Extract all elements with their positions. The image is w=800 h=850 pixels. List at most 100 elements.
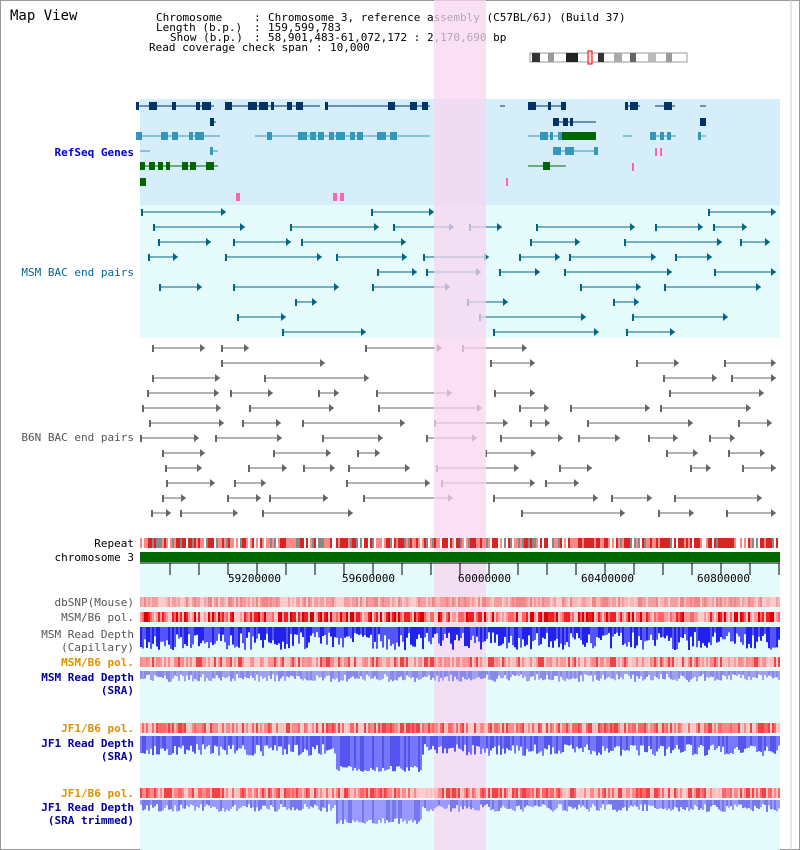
heat-bin (704, 597, 706, 607)
repeat-bin (414, 538, 416, 548)
depth-bin (756, 627, 758, 642)
heat-bin (728, 597, 730, 607)
track-label-dbsnp[interactable]: dbSNP(Mouse) (54, 596, 134, 609)
heat-bin (516, 723, 518, 733)
heat-bin (620, 723, 622, 733)
track-label-msm-b6-pol-2[interactable]: MSM/B6 pol. (61, 656, 134, 669)
heat-bin (684, 788, 686, 798)
heat-bin (460, 788, 462, 798)
depth-bin (270, 800, 272, 806)
heat-bin (258, 657, 260, 667)
track-label-msm-bac[interactable]: MSM BAC end pairs (21, 266, 134, 279)
heat-bin (284, 788, 286, 798)
heat-bin (220, 788, 222, 798)
heat-bin (592, 612, 594, 622)
track-label-b6n-bac[interactable]: B6N BAC end pairs (21, 431, 134, 444)
heat-bin (472, 723, 474, 733)
repeat-bin (474, 538, 476, 548)
heat-bin (598, 597, 600, 607)
heat-bin (536, 788, 538, 798)
track-label-msm-b6-pol[interactable]: MSM/B6 pol. (61, 611, 134, 624)
heat-bin (512, 657, 514, 667)
track-label-jf1-depth-trim[interactable]: JF1 Read Depth (41, 801, 134, 814)
heat-bin (742, 788, 744, 798)
depth-bin (728, 736, 730, 755)
heat-bin (614, 723, 616, 733)
bac-end-arrow (173, 253, 178, 261)
repeat-bin (768, 538, 770, 548)
heat-bin (314, 723, 316, 733)
track-label-refseq[interactable]: RefSeq Genes (54, 146, 134, 159)
depth-bin (304, 671, 306, 679)
depth-bin (700, 800, 702, 809)
depth-bin (296, 627, 298, 635)
bac-end-arrow (530, 389, 535, 397)
heat-bin (532, 597, 534, 607)
heat-bin (224, 723, 226, 733)
track-label-jf1-b6-pol[interactable]: JF1/B6 pol. (61, 722, 134, 735)
heat-bin (664, 597, 666, 607)
depth-bin (654, 671, 656, 677)
heat-bin (238, 657, 240, 667)
heat-bin (538, 657, 540, 667)
heat-bin (580, 657, 582, 667)
heat-bin (462, 597, 464, 607)
heat-bin (728, 788, 730, 798)
depth-bin (426, 627, 428, 633)
bac-end-arrow (634, 298, 639, 306)
heat-bin (656, 597, 658, 607)
depth-bin (462, 736, 464, 752)
heat-bin (492, 657, 494, 667)
depth-bin (652, 627, 654, 641)
repeat-bin (328, 538, 330, 548)
track-label-msm-depth-sra[interactable]: MSM Read Depth (41, 671, 134, 684)
depth-bin (688, 671, 690, 682)
bac-end-arrow (244, 344, 249, 352)
depth-bin (572, 627, 574, 638)
depth-bin (712, 736, 714, 745)
heat-bin (166, 657, 168, 667)
repeat-bin (238, 538, 240, 548)
heat-bin (152, 723, 154, 733)
track-label-jf1-b6-pol-2[interactable]: JF1/B6 pol. (61, 787, 134, 800)
depth-bin (320, 671, 322, 678)
heat-bin (332, 612, 334, 622)
heat-bin (436, 657, 438, 667)
heat-bin (308, 723, 310, 733)
repeat-bin (678, 538, 680, 548)
depth-bin (432, 627, 434, 638)
heat-bin (228, 657, 230, 667)
heat-bin (660, 723, 662, 733)
bac-end (728, 450, 730, 457)
heat-bin (172, 788, 174, 798)
track-label-msm-depth-cap[interactable]: MSM Read Depth (41, 628, 134, 641)
heat-bin (278, 612, 280, 622)
depth-bin (726, 671, 728, 680)
heat-bin (198, 657, 200, 667)
depth-bin (534, 671, 536, 681)
heat-bin (152, 597, 154, 607)
heat-bin (216, 723, 218, 733)
depth-bin (318, 671, 320, 678)
depth-bin (340, 736, 342, 767)
depth-bin (556, 800, 558, 809)
heat-bin (568, 788, 570, 798)
depth-bin (384, 800, 386, 824)
depth-bin (332, 671, 334, 679)
bac-end-arrow (651, 253, 656, 261)
track-label-jf1-depth-sra[interactable]: JF1 Read Depth (41, 737, 134, 750)
depth-bin (294, 627, 296, 635)
depth-bin (768, 671, 770, 676)
depth-bin (174, 800, 176, 806)
heat-bin (452, 788, 454, 798)
depth-bin (552, 736, 554, 748)
heat-bin (314, 597, 316, 607)
heat-bin (570, 597, 572, 607)
depth-bin (526, 800, 528, 806)
depth-bin (552, 671, 554, 680)
heat-bin (424, 788, 426, 798)
heat-bin (572, 612, 574, 622)
heat-bin (240, 723, 242, 733)
depth-bin (746, 800, 748, 809)
